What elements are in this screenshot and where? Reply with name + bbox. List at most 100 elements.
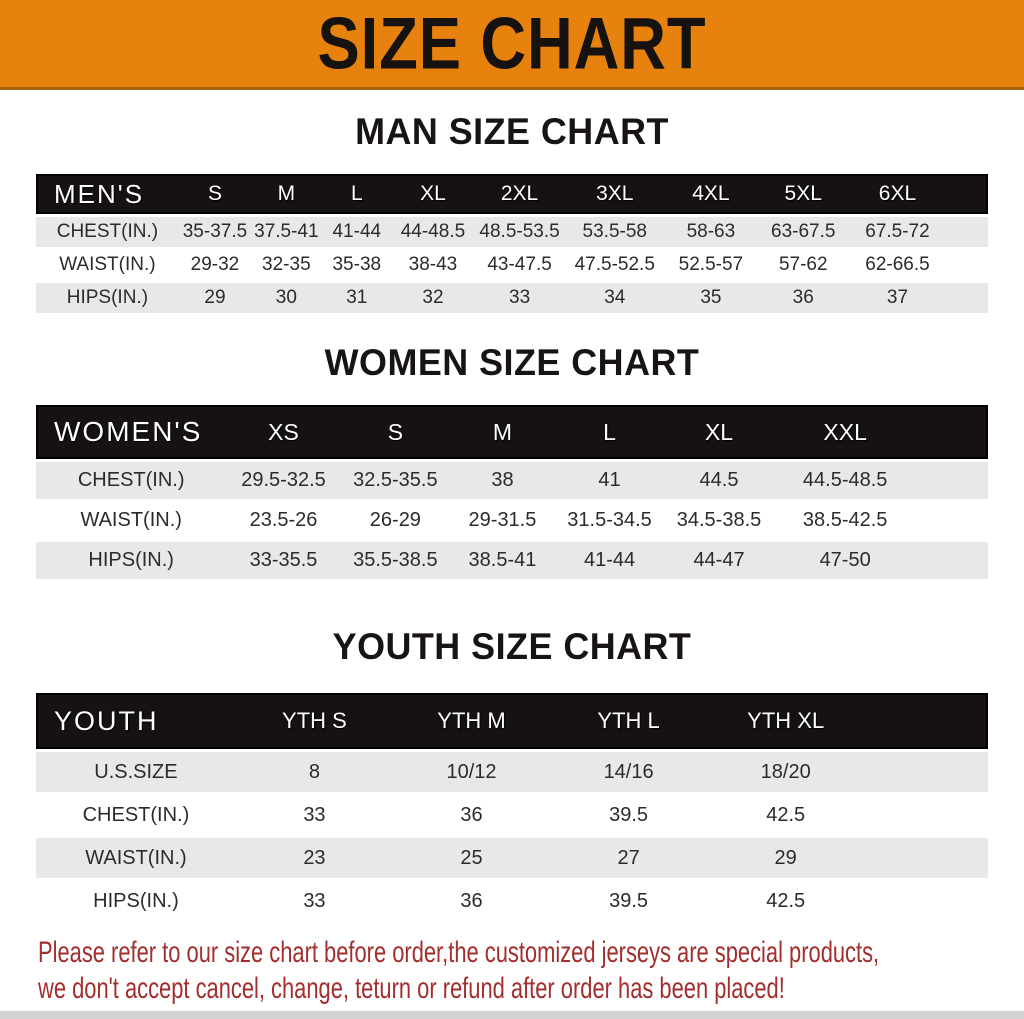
size-column-header: 6XL	[848, 174, 947, 214]
size-column-header: 5XL	[757, 174, 849, 214]
table-header-row: WOMEN'S XS S M L XL XXL	[36, 405, 988, 459]
size-column-header: YTH S	[235, 693, 393, 749]
size-value-cell: 36	[757, 280, 849, 313]
size-value-cell: 35-37.5	[178, 214, 252, 247]
men-size-table: MEN'S S M L XL 2XL 3XL 4XL 5XL 6XL CHEST(IN.) 35-37…	[36, 174, 988, 313]
measurement-row: CHEST(IN.) 35-37.5 37.5-41 41-44 44-48.5 48.5…	[36, 214, 988, 247]
header-spacer	[916, 405, 988, 459]
size-value-cell: 38.5-41	[450, 539, 555, 579]
measurement-row: CHEST(IN.) 29.5-32.5 32.5-35.5 38 41 44.5 44.5…	[36, 459, 988, 499]
size-column-header: L	[321, 174, 393, 214]
size-value-cell: 31.5-34.5	[554, 499, 665, 539]
row-spacer	[916, 459, 988, 499]
youth-size-table: YOUTH YTH S YTH M YTH L YTH XL U.S.SIZE 8 10/12…	[36, 693, 988, 921]
size-value-cell: 30	[251, 280, 322, 313]
size-value-cell: 35	[664, 280, 758, 313]
women-section-heading: WOMEN SIZE CHART	[324, 342, 700, 383]
size-value-cell: 44-48.5	[392, 214, 474, 247]
measurement-row-label: CHEST(IN.)	[36, 459, 227, 499]
table-header-row: YOUTH YTH S YTH M YTH L YTH XL	[36, 693, 988, 749]
measurement-row: HIPS(IN.) 29 30 31 32 33 34 35 36 37	[36, 280, 988, 313]
size-value-cell: 41-44	[321, 214, 393, 247]
size-column-header: 3XL	[565, 174, 665, 214]
row-spacer	[946, 214, 988, 247]
header-spacer	[946, 174, 988, 214]
size-column-header: YTH XL	[707, 693, 865, 749]
youth-section-heading: YOUTH SIZE CHART	[332, 626, 692, 667]
size-value-cell: 33	[473, 280, 566, 313]
disclaimer-text: Please refer to our size chart before or…	[38, 935, 1024, 1007]
size-value-cell: 10/12	[392, 749, 551, 792]
measurement-row-label: HIPS(IN.)	[36, 280, 179, 313]
size-value-cell: 27	[550, 835, 708, 878]
size-value-cell: 23	[235, 835, 393, 878]
row-spacer	[864, 878, 988, 921]
size-value-cell: 29.5-32.5	[226, 459, 341, 499]
size-value-cell: 18/20	[707, 749, 865, 792]
size-value-cell: 31	[321, 280, 393, 313]
size-value-cell: 44.5-48.5	[773, 459, 917, 499]
size-value-cell: 58-63	[664, 214, 758, 247]
row-spacer	[916, 539, 988, 579]
size-value-cell: 41-44	[554, 539, 665, 579]
size-column-header: S	[178, 174, 252, 214]
size-chart-banner: SIZE CHART	[0, 0, 1024, 90]
measurement-row: U.S.SIZE 8 10/12 14/16 18/20	[36, 749, 988, 792]
measurement-row: HIPS(IN.) 33-35.5 35.5-38.5 38.5-41 41-44 44-…	[36, 539, 988, 579]
size-table: WOMEN'S XS S M L XL XXL CHEST(IN.) 29.5-32.5 32.5…	[36, 405, 988, 579]
size-value-cell: 37.5-41	[251, 214, 322, 247]
size-value-cell: 34	[565, 280, 665, 313]
size-value-cell: 29	[178, 280, 252, 313]
disclaimer-line-2: we don't accept cancel, change, teturn o…	[38, 972, 785, 1005]
size-value-cell: 33	[235, 792, 393, 835]
measurement-row-label: WAIST(IN.)	[36, 247, 179, 280]
size-value-cell: 39.5	[550, 878, 708, 921]
size-value-cell: 36	[392, 792, 551, 835]
measurement-row: WAIST(IN.) 23 25 27 29	[36, 835, 988, 878]
row-spacer	[946, 280, 988, 313]
size-value-cell: 29	[707, 835, 865, 878]
row-spacer	[864, 749, 988, 792]
men-section-heading: MAN SIZE CHART	[355, 111, 669, 152]
size-value-cell: 29-31.5	[450, 499, 555, 539]
disclaimer-line-1: Please refer to our size chart before or…	[38, 936, 880, 969]
size-value-cell: 37	[848, 280, 947, 313]
size-column-header: XS	[226, 405, 341, 459]
size-value-cell: 41	[554, 459, 665, 499]
size-column-header: YTH L	[550, 693, 708, 749]
measurement-row: WAIST(IN.) 29-32 32-35 35-38 38-43 43-47.5 47.…	[36, 247, 988, 280]
size-value-cell: 67.5-72	[848, 214, 947, 247]
size-column-header: 2XL	[473, 174, 566, 214]
size-value-cell: 52.5-57	[664, 247, 758, 280]
measurement-row: CHEST(IN.) 33 36 39.5 42.5	[36, 792, 988, 835]
table-header-row: MEN'S S M L XL 2XL 3XL 4XL 5XL 6XL	[36, 174, 988, 214]
size-column-header: XL	[664, 405, 774, 459]
row-spacer	[916, 499, 988, 539]
size-value-cell: 26-29	[340, 499, 451, 539]
size-value-cell: 32	[392, 280, 474, 313]
measurement-row-label: HIPS(IN.)	[36, 539, 227, 579]
size-value-cell: 44.5	[664, 459, 774, 499]
measurement-row: WAIST(IN.) 23.5-26 26-29 29-31.5 31.5-34.5 34…	[36, 499, 988, 539]
size-value-cell: 63-67.5	[757, 214, 849, 247]
size-column-header: L	[554, 405, 665, 459]
row-spacer	[864, 792, 988, 835]
measurement-row-label: WAIST(IN.)	[36, 499, 227, 539]
measurement-row-label: U.S.SIZE	[36, 749, 236, 792]
size-value-cell: 47.5-52.5	[565, 247, 665, 280]
size-value-cell: 38-43	[392, 247, 474, 280]
size-value-cell: 48.5-53.5	[473, 214, 566, 247]
size-column-header: XXL	[773, 405, 917, 459]
size-value-cell: 33-35.5	[226, 539, 341, 579]
size-value-cell: 32-35	[251, 247, 322, 280]
measurement-row-label: WAIST(IN.)	[36, 835, 236, 878]
measurement-row: HIPS(IN.) 33 36 39.5 42.5	[36, 878, 988, 921]
size-value-cell: 34.5-38.5	[664, 499, 774, 539]
size-value-cell: 14/16	[550, 749, 708, 792]
measurement-row-label: CHEST(IN.)	[36, 214, 179, 247]
header-spacer	[864, 693, 988, 749]
size-value-cell: 43-47.5	[473, 247, 566, 280]
size-value-cell: 53.5-58	[565, 214, 665, 247]
size-column-header: XL	[392, 174, 474, 214]
size-table: YOUTH YTH S YTH M YTH L YTH XL U.S.SIZE 8 10/12…	[36, 693, 988, 921]
